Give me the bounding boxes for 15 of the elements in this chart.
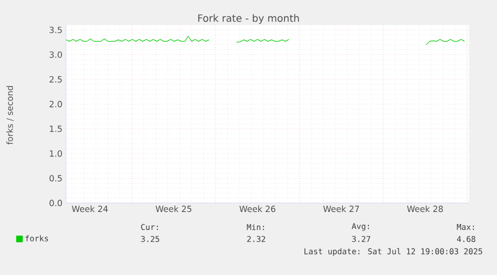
y-tick-label: 1.5	[50, 126, 62, 132]
y-tick-label: 0.5	[50, 175, 62, 182]
chart-title: Fork rate - by month	[198, 14, 299, 24]
x-tick-label: Week 27	[323, 206, 359, 212]
x-tick-label: Week 26	[239, 206, 276, 212]
y-tick-label: 3.5	[50, 26, 62, 34]
y-tick-label: 0.0	[50, 200, 62, 206]
y-tick-label: 2.5	[50, 76, 62, 83]
x-tick-label: Week 28	[407, 206, 443, 212]
y-tick-label: 3.0	[50, 51, 62, 58]
y-tick-label: 2.0	[50, 100, 62, 108]
x-tick-label: Week 25	[156, 206, 192, 212]
x-tick-label: Week 24	[72, 206, 108, 212]
y-axis-title: forks / second	[6, 86, 14, 145]
y-tick-label: 1.0	[50, 150, 62, 157]
